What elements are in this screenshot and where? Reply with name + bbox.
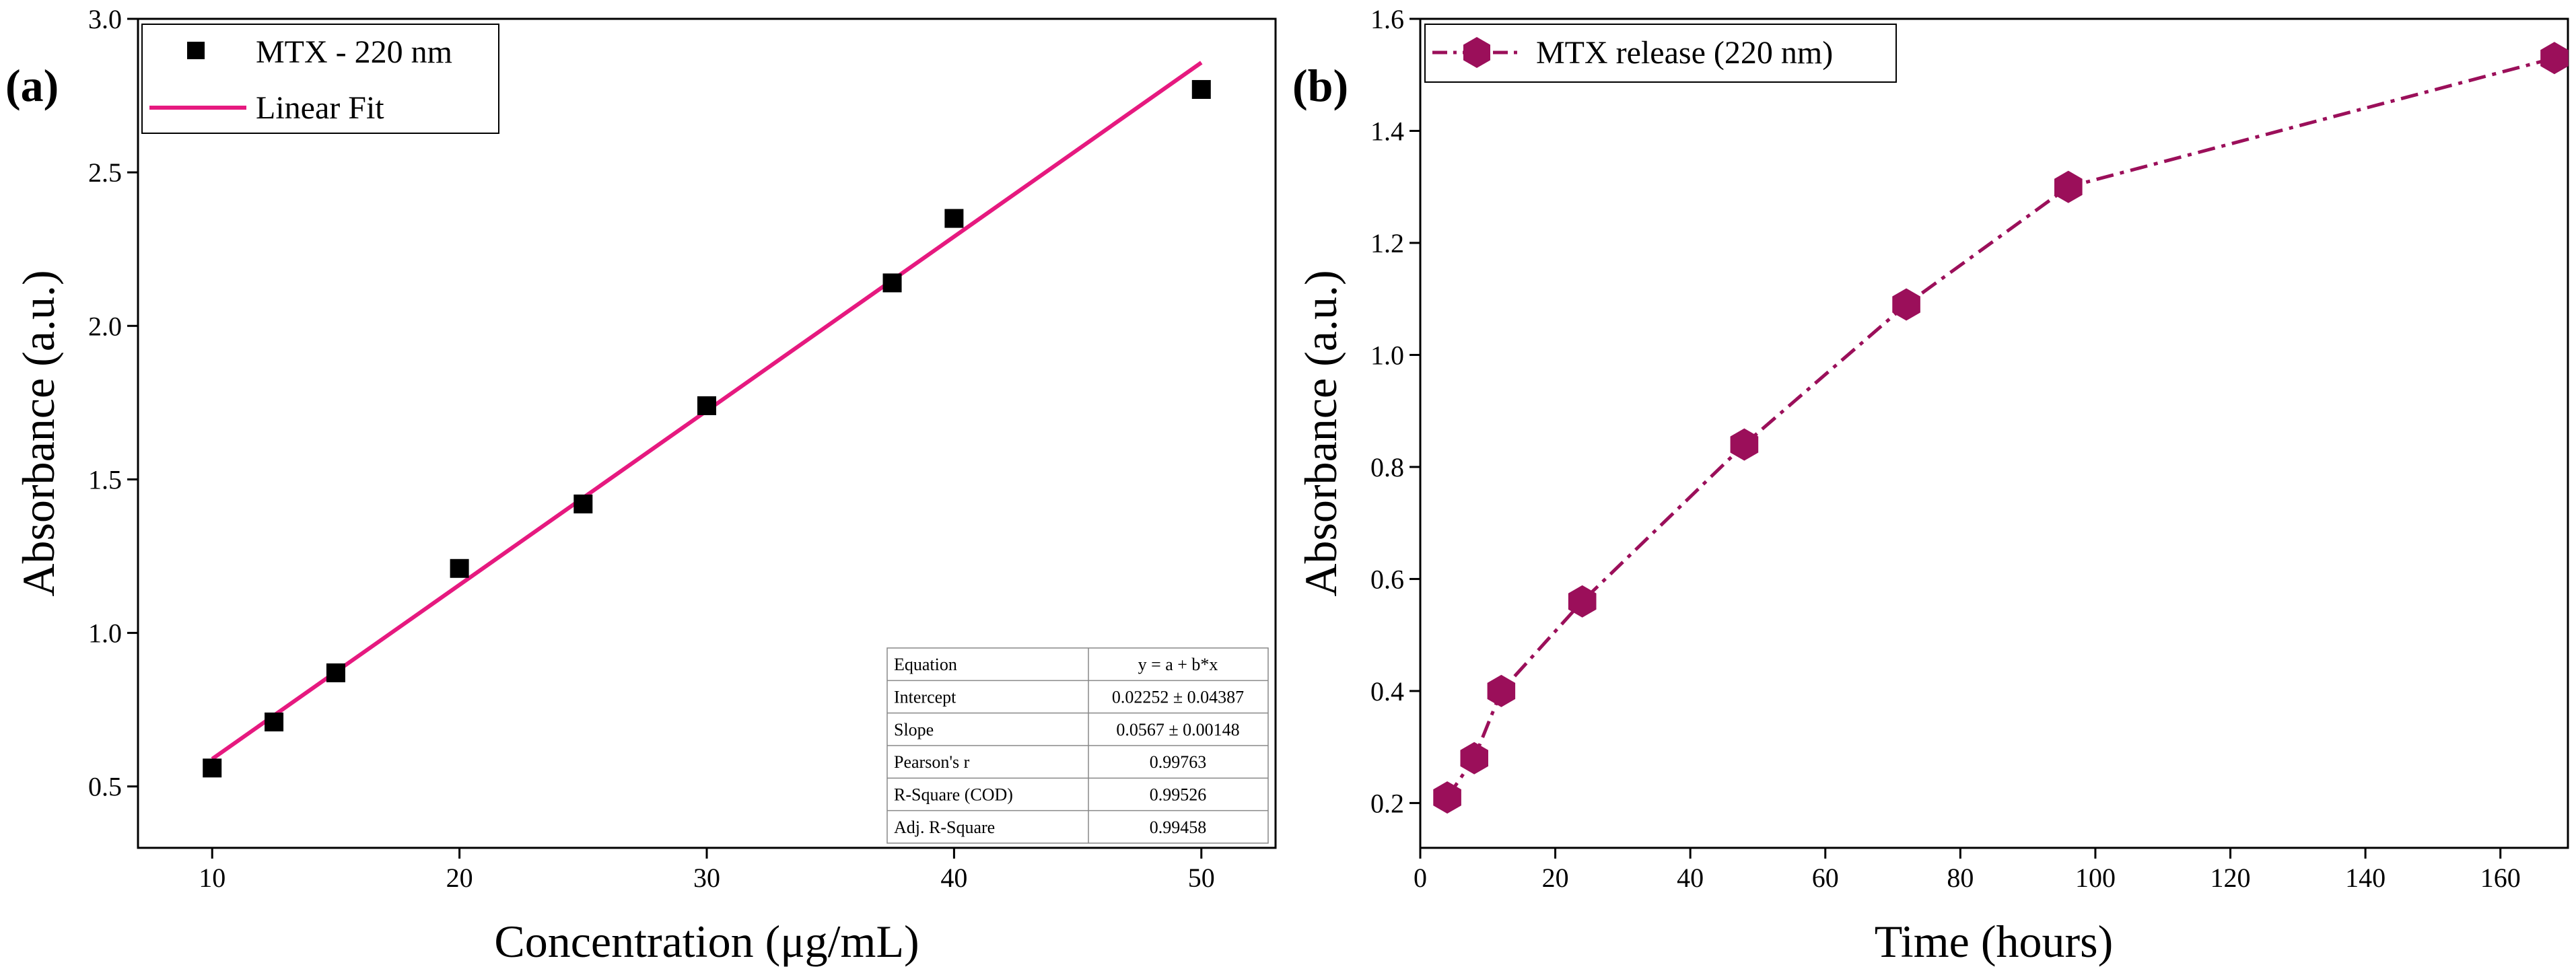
stats-table-label: Adj. R-Square bbox=[894, 818, 995, 837]
panel-b-x-tick-label: 120 bbox=[2211, 863, 2251, 893]
panel-b-x-axis: 0 20 40 60 80 100 120 140 160 bbox=[1414, 848, 2521, 893]
stats-table-value: 0.99763 bbox=[1150, 752, 1207, 772]
panel-b-label: (b) bbox=[1292, 60, 1348, 111]
panel-a-y-axis: 0.5 1.0 1.5 2.0 2.5 3.0 bbox=[88, 4, 138, 802]
panel-a-y-tick-label: 0.5 bbox=[88, 772, 122, 802]
panel-a-x-tick-label: 40 bbox=[940, 863, 967, 893]
panel-b-x-tick-label: 80 bbox=[1947, 863, 1974, 893]
panel-b-y-tick-label: 0.2 bbox=[1370, 788, 1404, 818]
panel-b-x-axis-title: Time (hours) bbox=[1875, 916, 2114, 967]
stats-table-value: 0.0567 ± 0.00148 bbox=[1116, 720, 1239, 740]
panel-b-x-tick-label: 20 bbox=[1542, 863, 1569, 893]
panel-b-y-tick-label: 1.2 bbox=[1370, 228, 1404, 258]
release-data-point bbox=[2540, 42, 2569, 75]
stats-table-value: 0.02252 ± 0.04387 bbox=[1112, 688, 1244, 707]
panel-b-y-axis: 0.2 0.4 0.6 0.8 1.0 1.2 1.4 1.6 bbox=[1370, 4, 1420, 818]
panel-a-x-axis: 10 20 30 40 50 bbox=[199, 848, 1215, 893]
panel-a-x-axis-title: Concentration (μg/mL) bbox=[494, 916, 919, 967]
panel-b-points-layer bbox=[1433, 42, 2569, 814]
panel-a-x-tick-label: 30 bbox=[693, 863, 720, 893]
panel-b-y-tick-label: 0.4 bbox=[1370, 676, 1404, 707]
release-series-line bbox=[1446, 56, 2555, 799]
stats-table-value: y = a + b*x bbox=[1138, 655, 1218, 674]
legend-entry-fit: Linear Fit bbox=[256, 90, 384, 126]
panel-a-x-tick-label: 50 bbox=[1188, 863, 1215, 893]
panel-a-y-axis-title: Absorbance (a.u.) bbox=[13, 270, 64, 596]
scatter-point bbox=[697, 396, 716, 415]
panel-b-x-tick-label: 100 bbox=[2075, 863, 2116, 893]
panel-a-y-tick-label: 1.0 bbox=[88, 618, 122, 649]
release-data-point bbox=[1568, 585, 1597, 618]
panel-a-y-tick-label: 2.5 bbox=[88, 157, 122, 188]
stats-table-value: 0.99458 bbox=[1150, 818, 1207, 837]
legend-hexagon-marker-icon bbox=[1463, 37, 1490, 68]
panel-a-label: (a) bbox=[5, 60, 59, 111]
stats-table-value: 0.99526 bbox=[1150, 785, 1207, 805]
scatter-point bbox=[882, 273, 902, 293]
panel-b-plot-frame bbox=[1419, 17, 2569, 849]
legend-square-marker-icon bbox=[187, 42, 205, 59]
panel-b-line-chart: (b) 0 20 40 60 80 100 120 140 160 0.2 0.4 0.6 0.8 1.… bbox=[1292, 4, 2569, 967]
panel-b-x-tick-label: 40 bbox=[1677, 863, 1704, 893]
scatter-point bbox=[1191, 79, 1211, 99]
stats-table-label: Pearson's r bbox=[894, 752, 970, 772]
panel-a-points-layer bbox=[203, 79, 1211, 778]
release-data-point bbox=[1730, 428, 1759, 461]
release-data-point bbox=[2054, 170, 2083, 203]
panel-b-x-tick-label: 60 bbox=[1812, 863, 1839, 893]
panel-a-y-tick-label: 3.0 bbox=[88, 4, 122, 34]
stats-table-label: R-Square (COD) bbox=[894, 785, 1013, 805]
release-data-point bbox=[1433, 781, 1461, 814]
release-data-point bbox=[1892, 288, 1920, 321]
panel-b-x-tick-label: 160 bbox=[2480, 863, 2521, 893]
release-data-point bbox=[1487, 674, 1516, 707]
scatter-point bbox=[450, 558, 469, 578]
panel-a-scatter-chart: (a) 10 20 30 40 50 0.5 1.0 1.5 2.0 2.5 3.0 Concen… bbox=[5, 4, 1277, 967]
panel-a-stats-table: Equation y = a + b*x Intercept 0.02252 ± 0.… bbox=[886, 647, 1269, 844]
panel-b-x-tick-label: 140 bbox=[2345, 863, 2386, 893]
panel-b-line-layer bbox=[1446, 56, 2555, 799]
stats-table-label: Intercept bbox=[894, 688, 956, 707]
panel-b-x-tick-label: 0 bbox=[1414, 863, 1427, 893]
release-data-point bbox=[1460, 742, 1488, 774]
panel-b-y-tick-label: 1.0 bbox=[1370, 340, 1404, 370]
legend-entry-scatter: MTX - 220 nm bbox=[256, 34, 452, 70]
panel-a-x-tick-label: 10 bbox=[199, 863, 225, 893]
panel-b-y-tick-label: 0.6 bbox=[1370, 564, 1404, 594]
panel-b-y-tick-label: 1.6 bbox=[1370, 4, 1404, 34]
legend-entry-release: MTX release (220 nm) bbox=[1536, 35, 1833, 71]
panel-a-x-tick-label: 20 bbox=[446, 863, 473, 893]
scatter-point bbox=[326, 663, 345, 682]
stats-table-label: Slope bbox=[894, 720, 934, 740]
panel-a-y-tick-label: 1.5 bbox=[88, 464, 122, 495]
scatter-point bbox=[265, 712, 284, 731]
stats-table-label: Equation bbox=[894, 655, 957, 674]
panel-b-y-tick-label: 0.8 bbox=[1370, 452, 1404, 482]
panel-a-y-tick-label: 2.0 bbox=[88, 311, 122, 341]
scatter-point bbox=[944, 209, 964, 228]
panel-b-y-axis-title: Absorbance (a.u.) bbox=[1295, 270, 1346, 596]
scatter-point bbox=[573, 494, 593, 513]
panel-b-legend: MTX release (220 nm) bbox=[1424, 24, 1897, 83]
panel-a-legend: MTX - 220 nm Linear Fit bbox=[141, 24, 499, 134]
panel-b-y-tick-label: 1.4 bbox=[1370, 116, 1404, 146]
scatter-point bbox=[203, 758, 222, 778]
